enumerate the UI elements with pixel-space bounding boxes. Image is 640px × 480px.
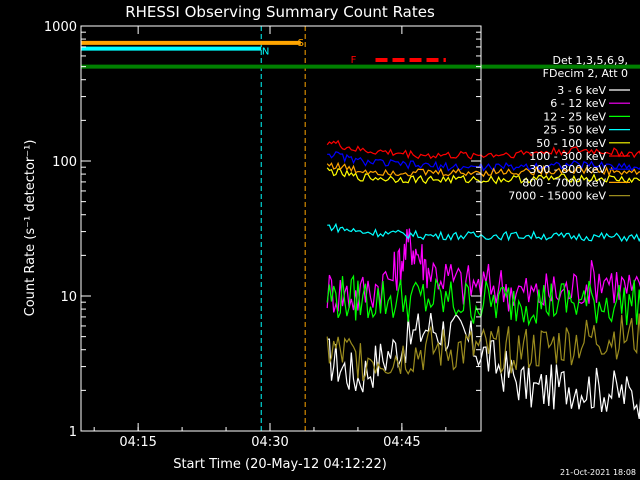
- series-line-6: [327, 151, 640, 173]
- data-series: [326, 139, 640, 420]
- legend-entry-3: 25 - 50 keV: [543, 124, 606, 137]
- y-axis-label: Count Rate (s⁻¹ detector⁻¹): [23, 140, 38, 317]
- legend-entry-8: 7000 - 15000 keV: [508, 190, 606, 203]
- series-line-8: [326, 313, 640, 382]
- legend-entry-7: 800 - 7000 keV: [522, 176, 606, 189]
- footer-timestamp: 21-Oct-2021 18:08: [560, 468, 636, 477]
- series-line-2: [326, 274, 640, 327]
- series-line-4: [326, 167, 640, 185]
- flag-label-2: F: [351, 55, 357, 66]
- y-axis: 1 10 100 1000: [44, 20, 481, 440]
- legend-header-line-1: Det 1,3,5,6,9,: [552, 54, 628, 67]
- legend-entry-0: 3 - 6 keV: [557, 84, 606, 97]
- flag-label-0: S: [298, 38, 304, 49]
- series-line-5: [326, 139, 640, 160]
- legend-entry-5: 100 - 300 keV: [529, 150, 606, 163]
- chart-title: RHESSI Observing Summary Count Rates: [125, 3, 435, 21]
- y-tick-label-2: 100: [52, 155, 77, 170]
- y-tick-label-3: 1000: [44, 20, 77, 35]
- x-tick-label-0: 04:15: [119, 435, 156, 450]
- x-tick-label-1: 04:30: [251, 435, 288, 450]
- legend-entry-1: 6 - 12 keV: [550, 97, 606, 110]
- y-tick-label-1: 10: [60, 290, 77, 305]
- x-axis: 04:15 04:30 04:45: [93, 26, 447, 450]
- x-axis-label: Start Time (20-May-12 04:12:22): [173, 457, 387, 472]
- legend-entry-6: 300 - 800 keV: [529, 163, 606, 176]
- flag-label-1: N: [262, 46, 269, 57]
- legend-header-line-2: FDecim 2, Att 0: [543, 67, 628, 80]
- series-line-1: [326, 228, 640, 313]
- flag-bars: SNFRD6RD6: [81, 38, 640, 69]
- legend-entry-4: 50 - 100 keV: [536, 137, 606, 150]
- y-tick-label-0: 1: [69, 425, 77, 440]
- series-line-0: [327, 313, 640, 420]
- series-line-7: [326, 161, 640, 178]
- x-tick-label-2: 04:45: [383, 435, 420, 450]
- legend-entry-2: 12 - 25 keV: [543, 110, 606, 123]
- series-line-3: [327, 222, 640, 243]
- plot-frame: [80, 25, 482, 432]
- legend: Det 1,3,5,6,9, FDecim 2, Att 0 3 - 6 keV…: [508, 54, 630, 203]
